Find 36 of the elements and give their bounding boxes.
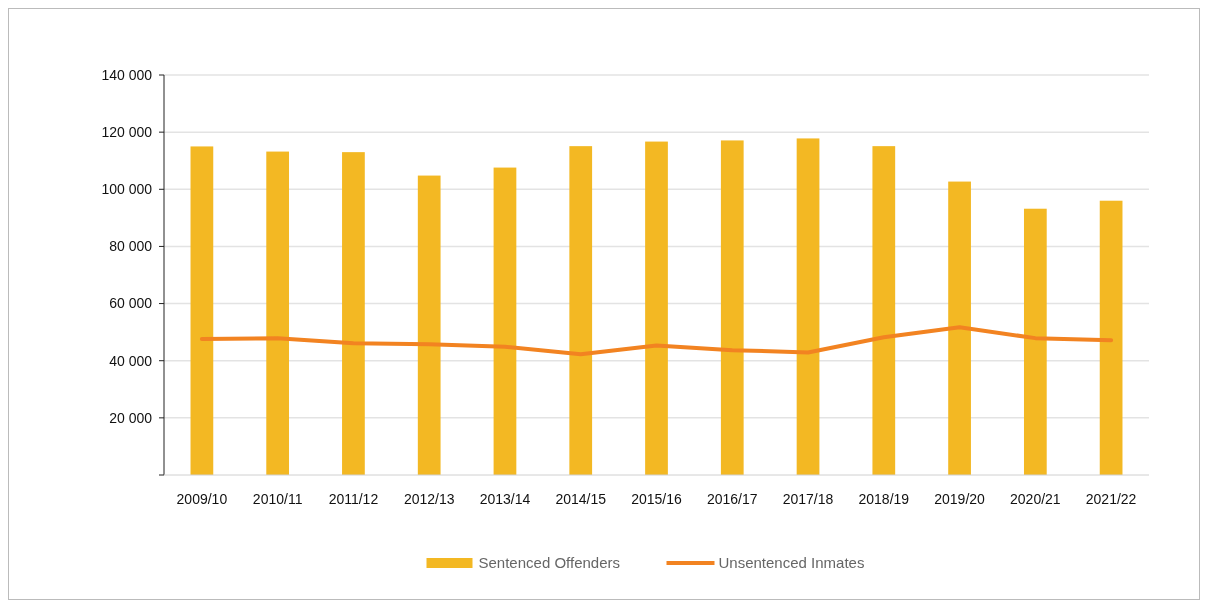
y-tick-label: 140 000 bbox=[101, 66, 153, 83]
y-tick-label: 20 000 bbox=[109, 409, 153, 426]
legend-label: Sentenced Offenders bbox=[478, 554, 620, 572]
x-tick-label: 2014/15 bbox=[555, 491, 607, 507]
bar bbox=[720, 140, 744, 475]
y-tick-label: 80 000 bbox=[109, 238, 153, 255]
x-tick-label: 2012/13 bbox=[403, 491, 455, 507]
bar bbox=[493, 167, 517, 475]
bar bbox=[342, 152, 365, 475]
x-tick-label: 2020/21 bbox=[1010, 491, 1061, 507]
legend-label: Unsentenced Inmates bbox=[718, 554, 865, 572]
bar bbox=[796, 138, 820, 475]
bar bbox=[948, 181, 971, 475]
bar bbox=[872, 146, 896, 475]
bar bbox=[1023, 208, 1047, 475]
bar bbox=[266, 151, 290, 475]
bar bbox=[417, 175, 441, 475]
x-tick-label: 2011/12 bbox=[328, 491, 379, 507]
bar bbox=[645, 141, 668, 475]
x-tick-label: 2010/11 bbox=[252, 491, 303, 507]
x-tick-label: 2021/22 bbox=[1085, 491, 1137, 507]
y-tick-label: 60 000 bbox=[109, 295, 153, 312]
y-tick-label: 120 000 bbox=[101, 124, 153, 141]
bar bbox=[190, 146, 214, 475]
x-tick-label: 2009/10 bbox=[176, 491, 228, 507]
x-tick-label: 2013/14 bbox=[479, 491, 531, 507]
x-tick-label: 2018/19 bbox=[858, 491, 910, 507]
x-tick-label: 2015/16 bbox=[631, 491, 683, 507]
bar bbox=[1099, 200, 1123, 475]
x-tick-label: 2016/17 bbox=[706, 491, 758, 507]
line-series bbox=[199, 325, 1114, 357]
y-tick-label: 100 000 bbox=[101, 181, 153, 198]
x-tick-label: 2017/18 bbox=[782, 491, 834, 507]
bar bbox=[569, 146, 593, 475]
x-tick-label: 2019/20 bbox=[934, 491, 986, 507]
y-tick-label: 40 000 bbox=[109, 352, 153, 369]
